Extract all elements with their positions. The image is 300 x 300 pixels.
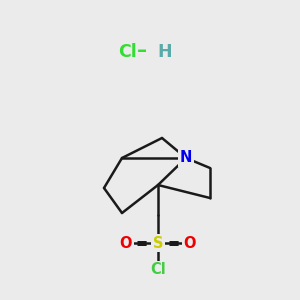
- Text: =: =: [168, 236, 180, 250]
- Text: S: S: [153, 236, 163, 250]
- Text: N: N: [180, 151, 192, 166]
- Text: =: =: [136, 236, 148, 250]
- Text: Cl: Cl: [118, 43, 137, 61]
- Text: Cl: Cl: [150, 262, 166, 278]
- Text: –: –: [137, 40, 147, 59]
- Text: O: O: [120, 236, 132, 250]
- Text: O: O: [184, 236, 196, 250]
- Text: H: H: [157, 43, 172, 61]
